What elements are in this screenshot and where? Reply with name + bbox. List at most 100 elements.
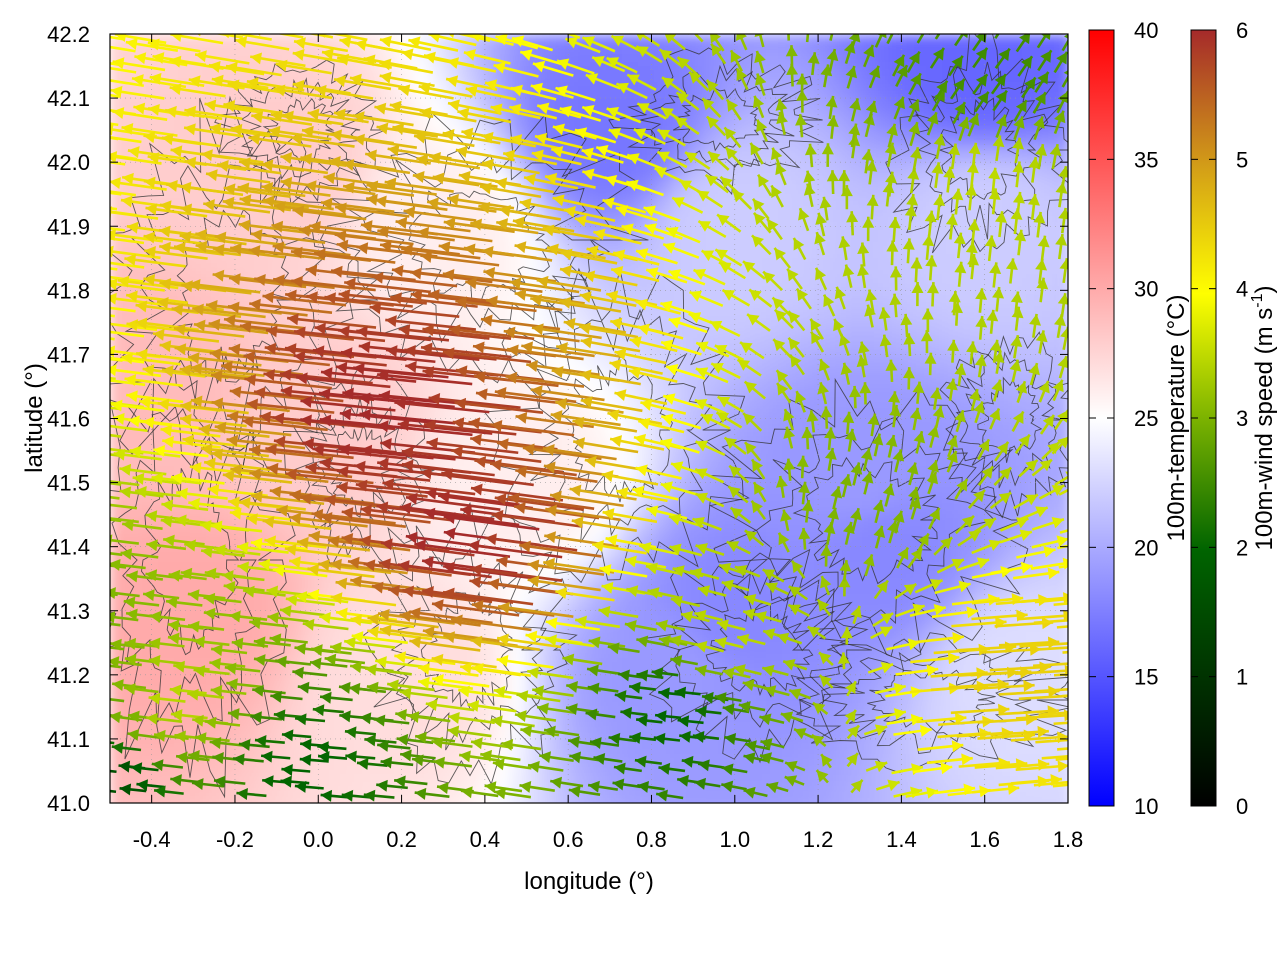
heatmap-cell	[382, 690, 399, 707]
heatmap-cell	[622, 802, 639, 803]
heatmap-cell	[958, 770, 975, 787]
heatmap-cell	[1038, 802, 1055, 803]
heatmap-cell	[334, 626, 351, 643]
heatmap-cell	[958, 690, 975, 707]
heatmap-cell	[190, 386, 207, 403]
heatmap-cell	[174, 738, 191, 755]
heatmap-cell	[142, 162, 159, 179]
heatmap-cell	[190, 194, 207, 211]
heatmap-cell	[750, 690, 767, 707]
heatmap-cell	[206, 386, 223, 403]
heatmap-cell	[254, 146, 271, 163]
heatmap-cell	[574, 50, 591, 67]
heatmap-cell	[814, 82, 831, 99]
heatmap-cell	[142, 594, 159, 611]
heatmap-cell	[894, 418, 911, 435]
heatmap-cell	[334, 770, 351, 787]
heatmap-cell	[782, 290, 799, 307]
heatmap-cell	[942, 770, 959, 787]
heatmap-cell	[702, 258, 719, 275]
heatmap-cell	[206, 530, 223, 547]
heatmap-cell	[526, 594, 543, 611]
wind-arrow-head	[61, 305, 73, 317]
heatmap-cell	[542, 674, 559, 691]
heatmap-cell	[494, 722, 511, 739]
heatmap-cell	[974, 770, 991, 787]
heatmap-cell	[878, 50, 895, 67]
heatmap-cell	[398, 754, 415, 771]
heatmap-cell	[846, 450, 863, 467]
heatmap-cell	[926, 146, 943, 163]
heatmap-cell	[382, 482, 399, 499]
wind-arrow-head	[62, 328, 74, 340]
heatmap-cell	[430, 530, 447, 547]
heatmap-cell	[718, 594, 735, 611]
heatmap-cell	[862, 770, 879, 787]
heatmap-cell	[926, 66, 943, 83]
heatmap-cell	[590, 690, 607, 707]
wind-arrow-head	[63, 197, 75, 209]
heatmap-cell	[846, 226, 863, 243]
heatmap-cell	[238, 386, 255, 403]
heatmap-cell	[398, 722, 415, 739]
heatmap-cell	[798, 258, 815, 275]
heatmap-cell	[910, 770, 927, 787]
plot-area	[61, 34, 1068, 803]
heatmap-cell	[510, 770, 527, 787]
heatmap-cell	[798, 642, 815, 659]
heatmap-cell	[1038, 578, 1055, 595]
heatmap-cell	[638, 594, 655, 611]
heatmap-cell	[798, 674, 815, 691]
heatmap-cell	[142, 674, 159, 691]
heatmap-cell	[542, 34, 559, 51]
heatmap-cell	[190, 578, 207, 595]
heatmap-cell	[382, 722, 399, 739]
heatmap-cell	[222, 258, 239, 275]
heatmap-cell	[398, 530, 415, 547]
heatmap-cell	[142, 738, 159, 755]
heatmap-cell	[334, 722, 351, 739]
heatmap-cell	[158, 114, 175, 131]
heatmap-cell	[222, 594, 239, 611]
heatmap-cell	[734, 322, 751, 339]
heatmap-cell	[366, 66, 383, 83]
heatmap-cell	[846, 290, 863, 307]
heatmap-cell	[798, 594, 815, 611]
heatmap-cell	[206, 258, 223, 275]
heatmap-cell	[190, 290, 207, 307]
heatmap-cell	[814, 482, 831, 499]
heatmap-cell	[814, 306, 831, 323]
heatmap-cell	[766, 802, 783, 803]
heatmap-cell	[414, 306, 431, 323]
heatmap-cell	[974, 178, 991, 195]
heatmap-cell	[318, 146, 335, 163]
heatmap-cell	[302, 578, 319, 595]
heatmap-cell	[974, 802, 991, 803]
heatmap-cell	[462, 802, 479, 803]
heatmap-cell	[494, 306, 511, 323]
wind-arrow-head	[90, 640, 102, 652]
heatmap-cell	[366, 242, 383, 259]
heatmap-cell	[302, 690, 319, 707]
wind-arrow-head	[110, 512, 111, 518]
wind-arrow-head	[91, 73, 103, 85]
heatmap-cell	[174, 578, 191, 595]
heatmap-cell	[302, 722, 319, 739]
heatmap-cell	[190, 34, 207, 51]
wind-arrow-head	[78, 446, 90, 458]
heatmap-cell	[878, 546, 895, 563]
heatmap-cell	[910, 418, 927, 435]
heatmap-cell	[830, 402, 847, 419]
heatmap-cell	[158, 626, 175, 643]
heatmap-cell	[1006, 802, 1023, 803]
heatmap-cell	[958, 802, 975, 803]
heatmap-cell	[366, 690, 383, 707]
wind-arrow-head	[89, 351, 101, 363]
heatmap-cell	[494, 482, 511, 499]
heatmap-cell	[878, 594, 895, 611]
heatmap-cell	[846, 306, 863, 323]
heatmap-cell	[846, 594, 863, 611]
heatmap-cell	[142, 802, 159, 803]
heatmap-cell	[110, 722, 127, 739]
heatmap-cell	[110, 626, 127, 643]
